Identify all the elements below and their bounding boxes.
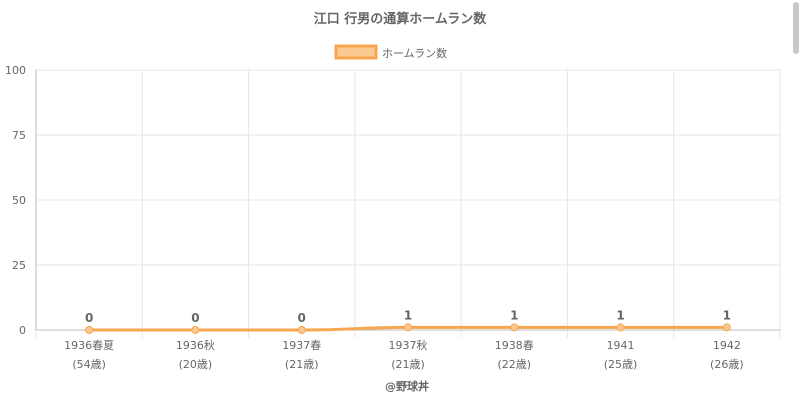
x-tick-label: 1936春夏	[64, 339, 114, 352]
y-tick-label: 0	[19, 324, 26, 337]
data-label: 1	[723, 308, 731, 322]
x-tick-sublabel: (25歳)	[604, 358, 638, 371]
data-point	[510, 323, 519, 332]
x-tick-label: 1937秋	[389, 338, 428, 352]
legend-swatch	[334, 44, 378, 60]
x-tick-sublabel: (22歳)	[497, 358, 531, 371]
y-tick-label: 50	[12, 194, 26, 207]
credit: @野球丼	[385, 379, 429, 393]
data-point	[404, 323, 412, 332]
data-point	[297, 326, 306, 334]
data-point	[191, 326, 200, 334]
data-point	[616, 323, 625, 332]
x-tick-label: 1941	[607, 339, 635, 352]
data-point	[722, 323, 731, 332]
plot-area: 02550751001936春夏(54歳)1936秋(20歳)1937春(21歳…	[5, 64, 781, 371]
y-tick-label: 100	[5, 64, 26, 77]
data-label: 1	[616, 308, 624, 322]
x-tick-label: 1937春	[282, 339, 321, 352]
legend[interactable]: ホームラン数	[334, 44, 447, 60]
legend-label: ホームラン数	[382, 47, 447, 60]
y-tick-label: 75	[12, 129, 26, 142]
data-point	[85, 326, 94, 334]
chart-title: 江口 行男の通算ホームラン数	[314, 11, 487, 27]
data-label: 0	[191, 311, 199, 325]
data-label: 1	[404, 308, 412, 322]
data-label: 0	[298, 311, 306, 325]
x-tick-label: 1942	[713, 339, 741, 352]
x-tick-sublabel: (20歳)	[179, 358, 213, 371]
x-tick-sublabel: (21歳)	[391, 358, 425, 371]
data-label: 1	[510, 308, 518, 322]
y-tick-label: 25	[12, 259, 26, 272]
x-tick-sublabel: (54歳)	[72, 358, 106, 371]
data-label: 0	[85, 311, 93, 325]
x-tick-sublabel: (26歳)	[710, 358, 744, 371]
x-tick-sublabel: (21歳)	[285, 358, 319, 371]
scrollbar[interactable]	[793, 2, 799, 54]
x-tick-label: 1938春	[495, 339, 534, 352]
x-tick-label: 1936秋	[176, 338, 215, 352]
